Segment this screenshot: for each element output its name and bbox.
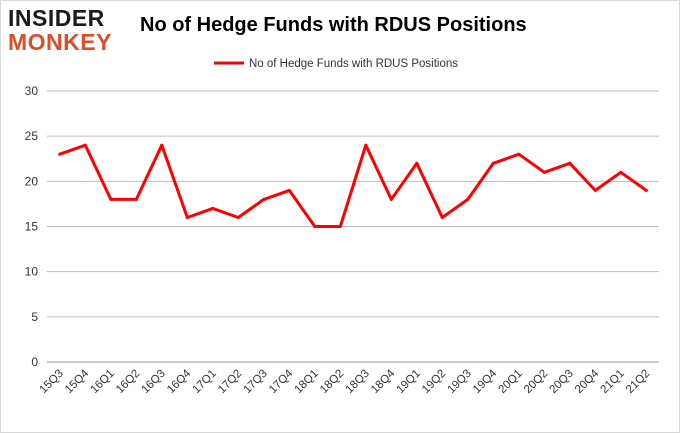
x-tick-label: 17Q3: [241, 368, 269, 396]
data-point: [160, 143, 164, 147]
data-point: [134, 197, 138, 201]
x-tick-label: 17Q2: [216, 368, 244, 396]
x-tick-label: 18Q2: [318, 368, 346, 396]
x-tick-label: 17Q4: [267, 367, 296, 396]
x-tick-label: 16Q1: [88, 368, 116, 396]
x-tick-label: 21Q2: [624, 368, 652, 396]
data-point: [236, 215, 240, 219]
y-tick-label: 15: [25, 220, 39, 234]
data-point: [440, 215, 444, 219]
y-tick-label: 30: [25, 84, 39, 98]
insider-monkey-logo: INSIDER MONKEY: [8, 6, 126, 56]
x-tick-label: 18Q3: [343, 368, 371, 396]
data-point: [109, 197, 113, 201]
series-line: [58, 143, 648, 228]
data-point: [644, 188, 648, 192]
data-point: [338, 225, 342, 228]
logo-line-1: INSIDER: [8, 5, 105, 31]
x-tick-label: 18Q4: [369, 367, 398, 396]
x-tick-label: 15Q4: [63, 367, 92, 396]
data-point: [491, 161, 495, 165]
x-tick-label: 21Q1: [598, 368, 626, 396]
x-tick-label: 20Q4: [573, 367, 602, 396]
data-point: [517, 152, 521, 156]
x-tick-label: 18Q1: [292, 368, 320, 396]
y-tick-label: 10: [25, 265, 39, 279]
data-point: [619, 170, 623, 174]
x-tick-label: 19Q3: [445, 368, 473, 396]
data-point: [211, 206, 215, 210]
y-tick-label: 5: [31, 310, 38, 324]
x-tick-label: 20Q2: [522, 368, 550, 396]
y-tick-label: 25: [25, 129, 39, 143]
data-point: [58, 152, 62, 156]
data-point: [593, 188, 597, 192]
chart-title: No of Hedge Funds with RDUS Positions: [140, 14, 527, 36]
data-point: [568, 161, 572, 165]
x-tick-label: 16Q2: [114, 368, 142, 396]
legend-label: No of Hedge Funds with RDUS Positions: [249, 58, 458, 70]
data-point: [313, 225, 317, 228]
data-point: [542, 170, 546, 174]
data-point: [466, 197, 470, 201]
y-tick-label: 0: [31, 355, 38, 369]
x-tick-label: 16Q4: [165, 367, 194, 396]
x-tick-label: 20Q3: [547, 368, 575, 396]
data-point: [83, 143, 87, 147]
data-point: [364, 143, 368, 147]
x-tick-label: 19Q2: [420, 368, 448, 396]
x-tick-label: 17Q1: [190, 368, 218, 396]
x-tick-label: 16Q3: [139, 368, 167, 396]
logo-line-2: MONKEY: [8, 29, 112, 55]
x-tick-label: 19Q1: [394, 368, 422, 396]
data-point: [287, 188, 291, 192]
data-point: [262, 197, 266, 201]
data-point: [389, 197, 393, 201]
data-point: [185, 215, 189, 219]
data-point: [415, 161, 419, 165]
x-tick-label: 20Q1: [496, 368, 524, 396]
x-tick-label: 15Q3: [37, 368, 65, 396]
x-tick-label: 19Q4: [471, 367, 500, 396]
y-tick-label: 20: [25, 174, 39, 188]
